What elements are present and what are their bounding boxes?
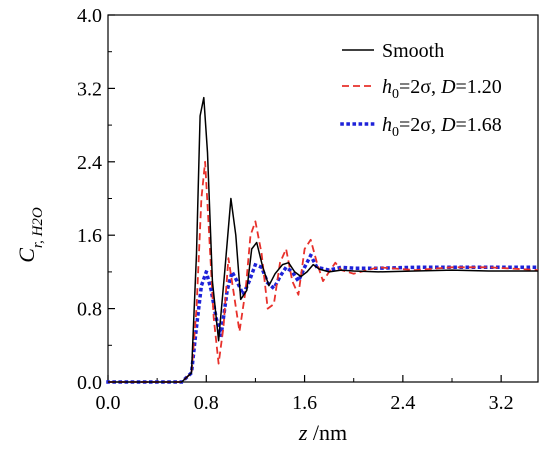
x-tick-label: 2.4 bbox=[390, 392, 415, 414]
series-line-2 bbox=[106, 253, 540, 384]
legend-label-d168: h0=2σ, D=1.68 bbox=[382, 114, 502, 140]
series-line-1 bbox=[108, 160, 539, 383]
series-line-0 bbox=[108, 96, 538, 383]
plot-frame bbox=[107, 14, 539, 383]
y-tick-label: 0.0 bbox=[77, 372, 102, 394]
y-axis-ticks: 0.0 0.8 1.6 2.4 3.2 4.0 bbox=[77, 5, 115, 394]
x-tick-label: 0.0 bbox=[96, 392, 121, 414]
y-tick-label: 3.2 bbox=[77, 78, 102, 100]
legend-label-smooth: Smooth bbox=[382, 40, 444, 62]
legend: Smooth h0=2σ, D=1.20 h0=2σ, D=1.68 bbox=[340, 40, 502, 140]
x-tick-label: 1.6 bbox=[292, 392, 317, 414]
y-tick-label: 1.6 bbox=[77, 225, 102, 247]
y-axis-label: Cr, H2O bbox=[14, 207, 46, 263]
x-tick-label: 0.8 bbox=[194, 392, 219, 414]
x-axis-label: z /nm bbox=[298, 420, 347, 445]
y-tick-label: 2.4 bbox=[77, 152, 102, 174]
x-axis-ticks: 0.0 0.8 1.6 2.4 3.2 bbox=[96, 375, 514, 414]
y-tick-label: 4.0 bbox=[77, 5, 102, 27]
x-tick-label: 3.2 bbox=[489, 392, 514, 414]
y-tick-label: 0.8 bbox=[77, 299, 102, 321]
legend-label-d120: h0=2σ, D=1.20 bbox=[382, 76, 502, 102]
series-lines bbox=[106, 96, 540, 384]
